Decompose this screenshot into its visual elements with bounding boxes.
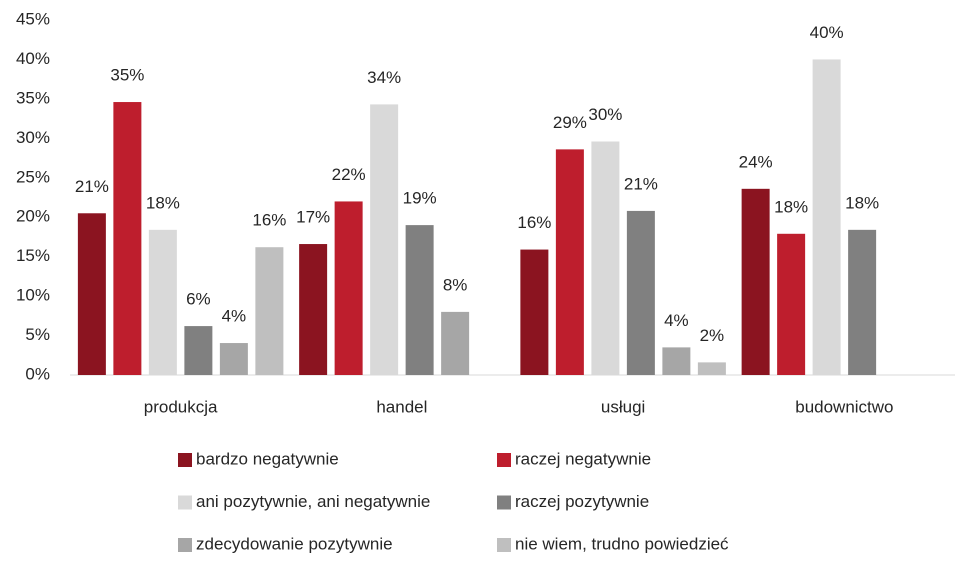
bar: [219, 343, 248, 375]
legend-label: nie wiem, trudno powiedzieć: [515, 534, 729, 553]
data-label: 29%: [553, 113, 587, 132]
data-label: 34%: [367, 68, 401, 87]
data-label: 6%: [186, 290, 211, 309]
data-label: 4%: [664, 311, 689, 330]
legend-label: raczej pozytywnie: [515, 492, 649, 511]
data-label: 18%: [146, 193, 180, 212]
data-label: 19%: [403, 189, 437, 208]
bar: [299, 244, 328, 375]
bar: [812, 59, 841, 375]
data-label: 21%: [624, 174, 658, 193]
x-tick-label: handel: [376, 397, 427, 416]
bar: [148, 229, 177, 375]
data-label: 35%: [110, 66, 144, 85]
y-tick-label: 40%: [16, 49, 50, 68]
bar: [555, 149, 584, 375]
bar: [662, 347, 691, 375]
y-tick-label: 45%: [16, 9, 50, 28]
x-tick-label: usługi: [601, 397, 645, 416]
legend-label: ani pozytywnie, ani negatywnie: [196, 492, 430, 511]
data-label: 21%: [75, 177, 109, 196]
bar: [520, 249, 549, 375]
legend-swatch: [178, 538, 192, 552]
bar: [77, 213, 106, 375]
legend-swatch: [178, 453, 192, 467]
data-label: 16%: [252, 211, 286, 230]
bar: [370, 104, 399, 376]
y-tick-label: 5%: [25, 325, 50, 344]
legend-label: zdecydowanie pozytywnie: [196, 534, 393, 553]
data-label: 18%: [774, 197, 808, 216]
data-label: 8%: [443, 275, 468, 294]
data-label: 40%: [810, 23, 844, 42]
y-tick-label: 35%: [16, 88, 50, 107]
bar: [113, 102, 142, 376]
data-label: 24%: [739, 152, 773, 171]
data-label: 22%: [332, 165, 366, 184]
data-label: 17%: [296, 208, 330, 227]
legend-swatch: [497, 538, 511, 552]
x-tick-label: produkcja: [144, 397, 218, 416]
y-tick-label: 10%: [16, 286, 50, 305]
bar: [591, 141, 620, 375]
bar: [255, 247, 284, 375]
y-tick-label: 30%: [16, 128, 50, 147]
y-tick-label: 15%: [16, 246, 50, 265]
legend-label: raczej negatywnie: [515, 449, 651, 468]
data-label: 2%: [700, 326, 725, 345]
legend-swatch: [497, 495, 511, 510]
bar: [405, 225, 434, 375]
bar: [741, 188, 770, 375]
legend-label: bardzo negatywnie: [196, 449, 339, 468]
y-tick-label: 20%: [16, 207, 50, 226]
data-label: 30%: [588, 105, 622, 124]
data-label: 4%: [222, 307, 247, 326]
bar: [184, 326, 213, 375]
y-tick-label: 0%: [25, 364, 50, 383]
bar: [334, 201, 363, 375]
data-label: 16%: [517, 213, 551, 232]
legend-swatch: [497, 453, 511, 467]
bar: [441, 311, 470, 375]
bar: [626, 210, 655, 375]
y-tick-label: 25%: [16, 167, 50, 186]
bar: [848, 229, 877, 375]
data-label: 18%: [845, 193, 879, 212]
bar: [777, 233, 806, 375]
legend-swatch: [178, 495, 192, 510]
x-tick-label: budownictwo: [795, 397, 893, 416]
bar: [697, 362, 726, 375]
